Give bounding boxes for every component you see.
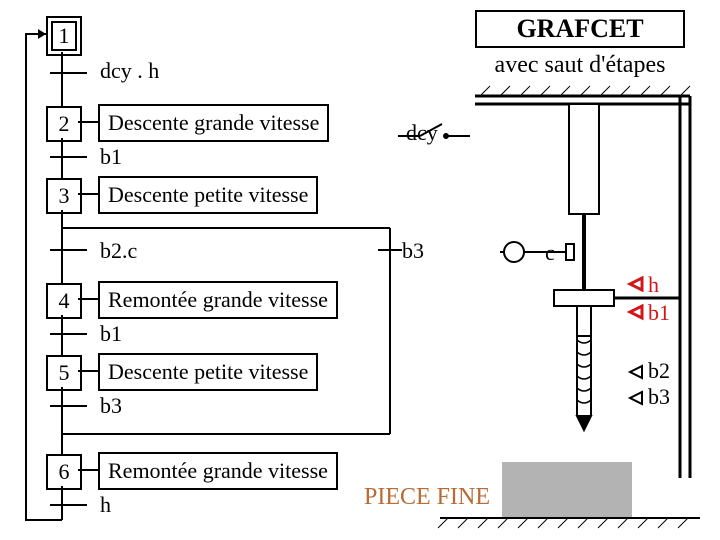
step-1-num: 1 (59, 25, 70, 47)
diagram-lines (0, 0, 720, 540)
